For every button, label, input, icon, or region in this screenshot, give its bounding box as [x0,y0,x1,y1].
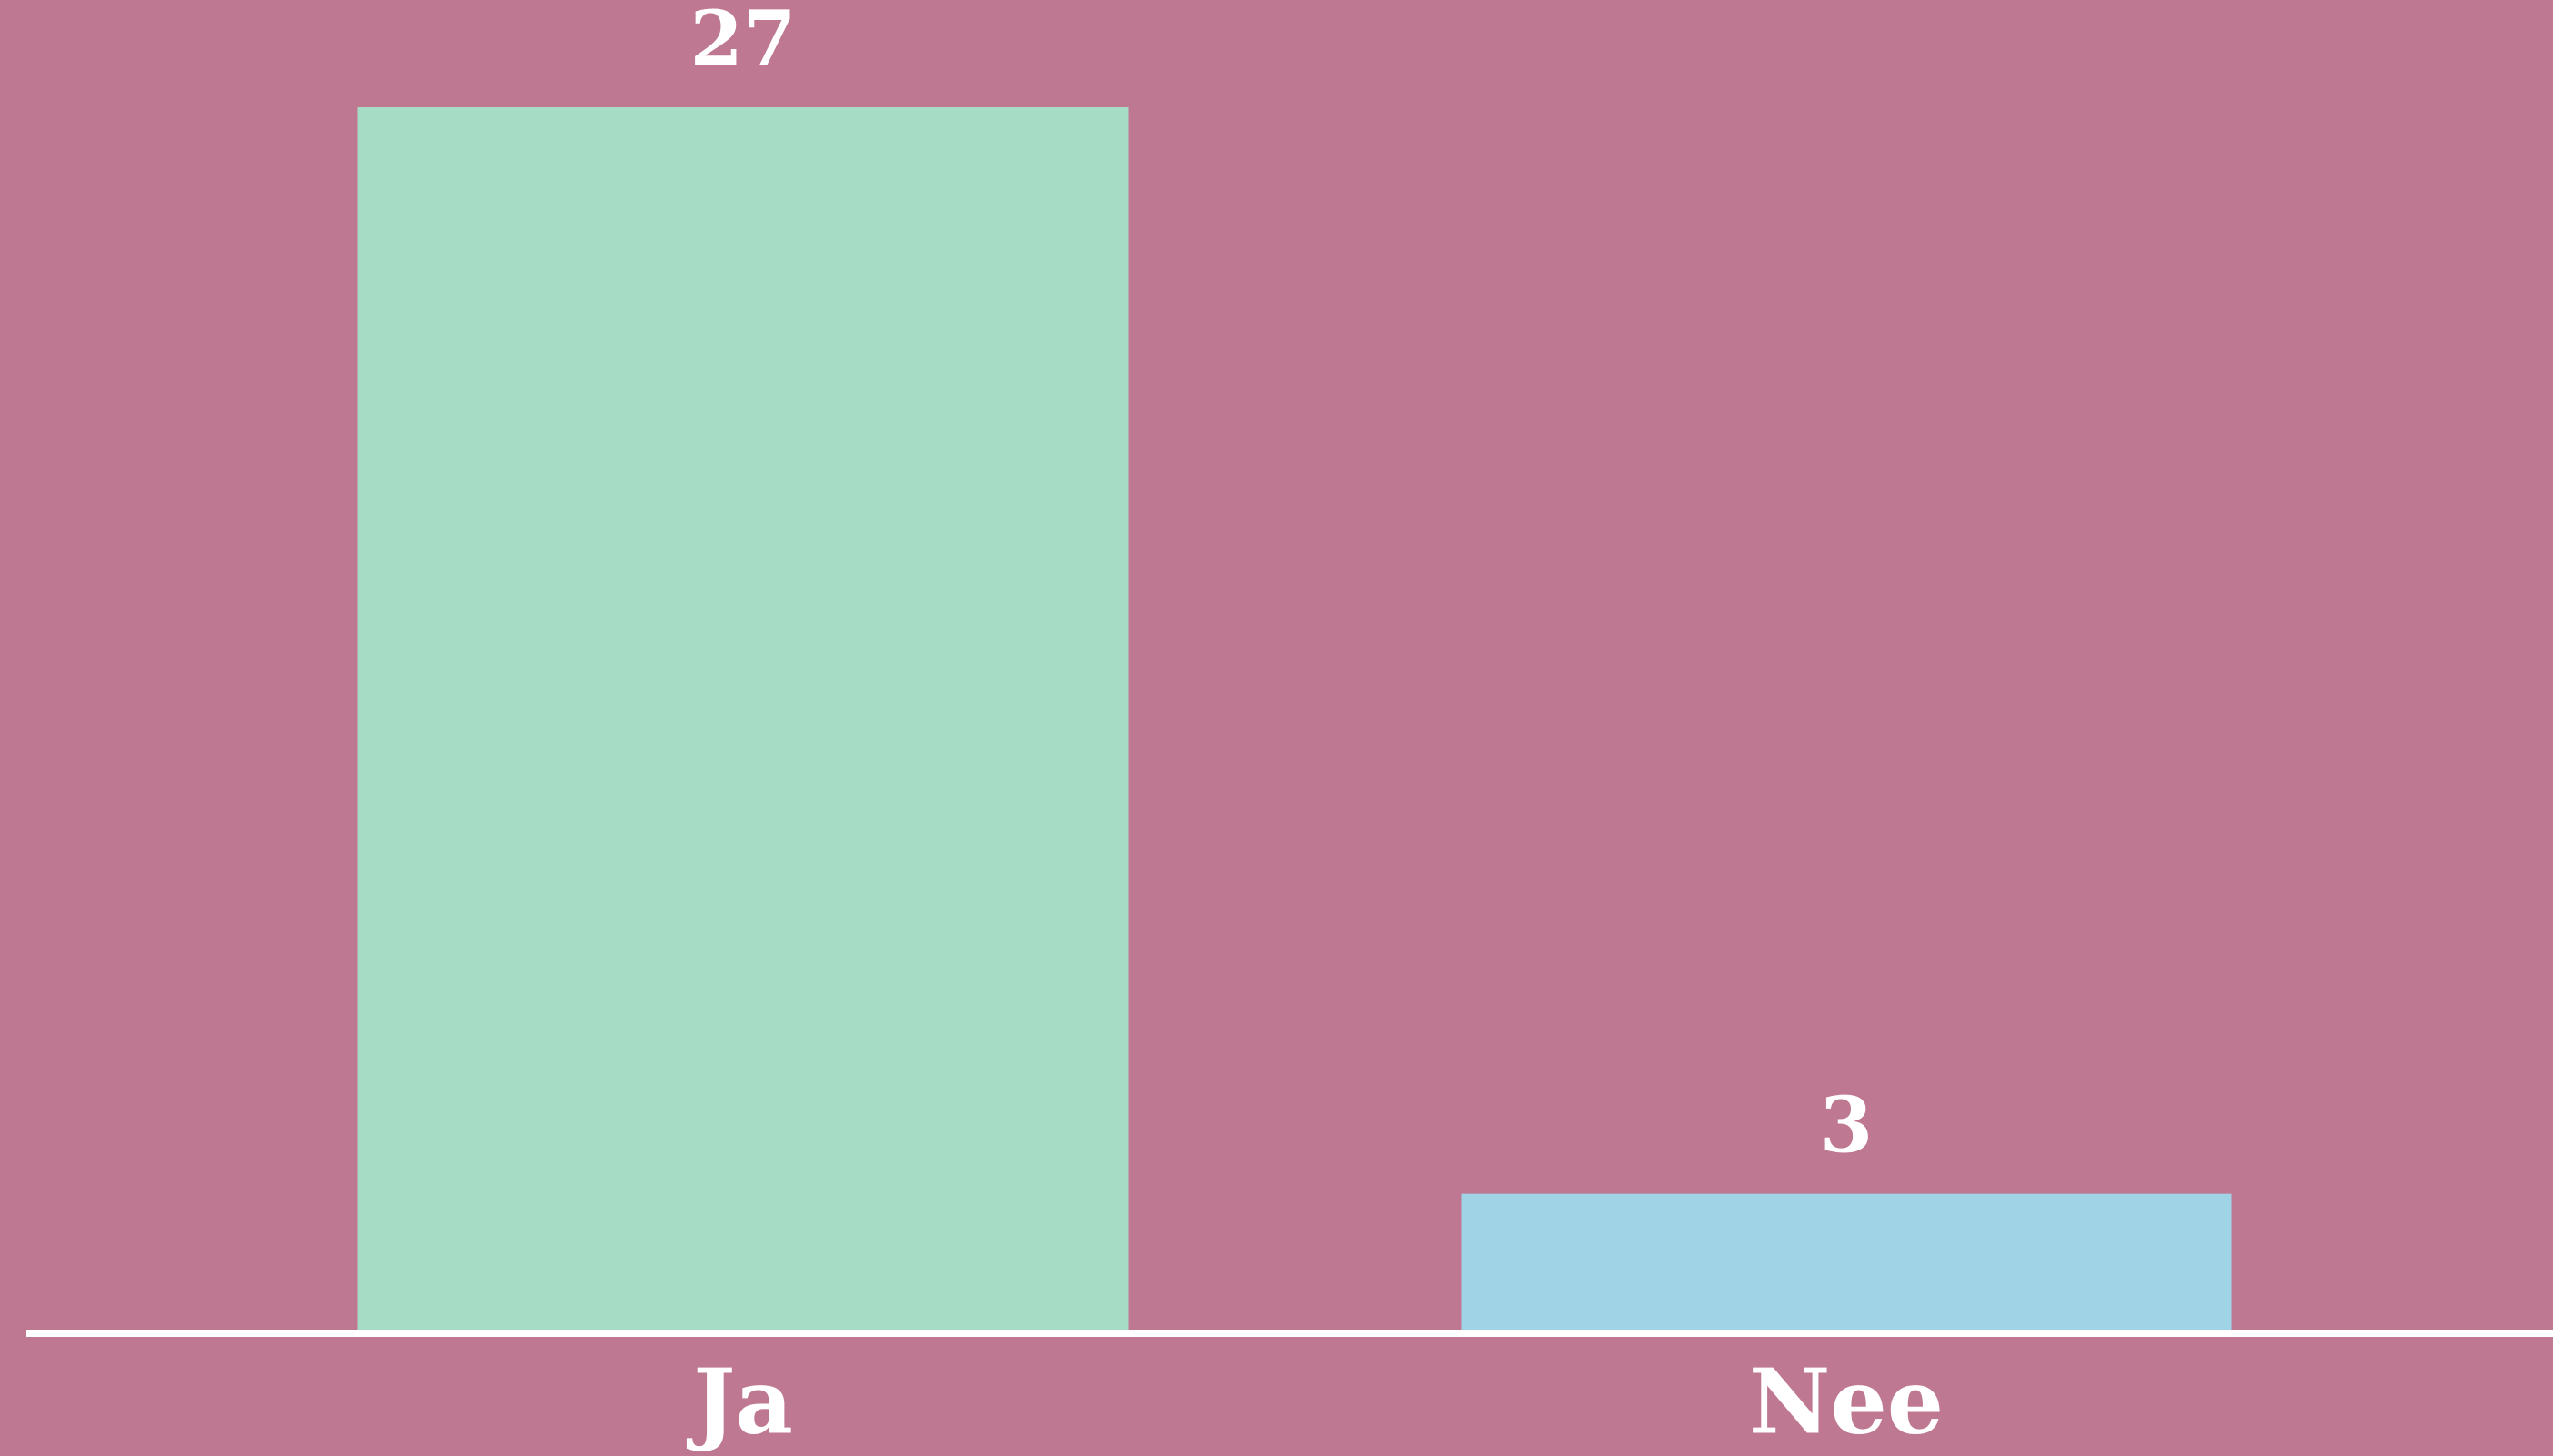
x-tick-label: Nee [1749,1350,1944,1454]
bar [357,107,1129,1330]
data-label: 3 [1820,1080,1873,1170]
data-label: 27 [690,0,797,84]
bar [1461,1193,2232,1330]
x-tick-label: Ja [686,1350,793,1454]
